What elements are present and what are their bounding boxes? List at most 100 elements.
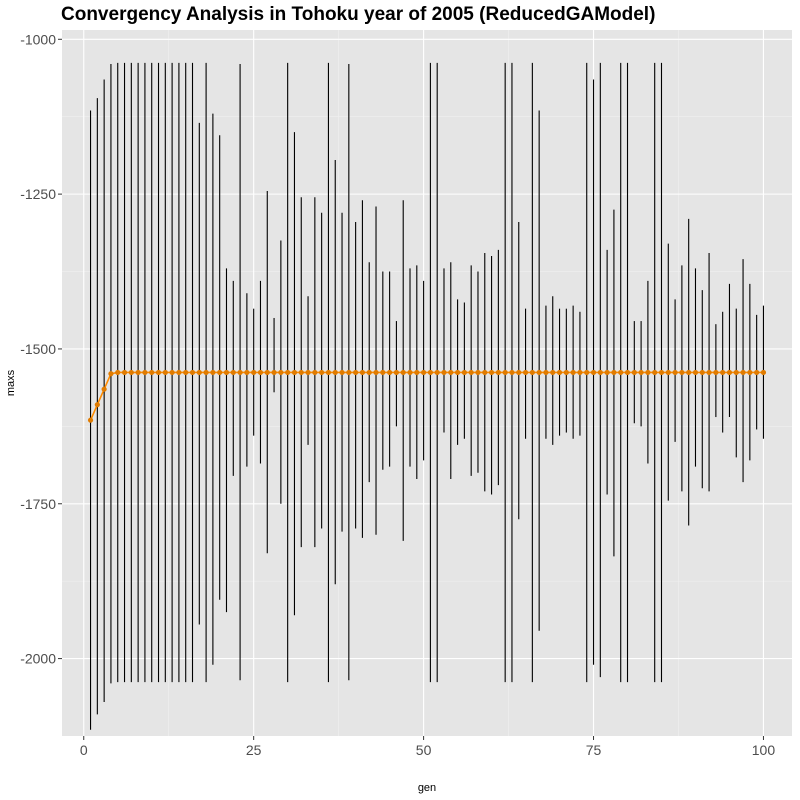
data-point [713,369,719,376]
data-point [475,369,481,376]
data-point [747,369,753,376]
data-point [264,369,270,376]
data-point [699,369,705,376]
data-point [516,369,522,376]
data-point [563,369,569,376]
data-point [407,369,413,376]
data-point [332,369,338,376]
data-point [149,369,155,376]
data-point [189,369,196,376]
data-point [87,417,94,423]
data-point [454,369,461,376]
data-point [631,369,637,376]
x-tick-label: 100 [752,742,776,758]
data-point [291,369,298,376]
data-point [305,369,311,376]
data-point [509,369,515,376]
data-point [434,369,440,376]
data-point [230,369,236,376]
y-tick-label: -1250 [20,186,56,202]
data-point [468,369,474,376]
data-point [285,369,291,376]
y-axis-label: maxs [5,369,17,396]
data-point [251,369,257,376]
y-tick-label: -1000 [20,31,56,47]
data-point [536,369,542,376]
data-point [298,369,304,376]
data-point [94,402,100,408]
data-point [652,369,658,376]
data-point [645,369,651,376]
data-point [495,369,501,376]
data-point [278,369,284,376]
data-point [121,369,128,376]
data-point [441,369,447,376]
data-point [217,369,223,376]
data-point [556,369,563,376]
data-point [760,369,767,376]
data-point [101,386,107,392]
data-point [108,371,114,377]
data-point [393,369,400,376]
data-point [550,369,556,376]
y-axis: -2000 -1750 -1500 -1250 -1000 [20,31,62,667]
x-axis: 0 25 50 75 100 [80,736,775,758]
data-point [604,369,610,376]
data-point [692,369,699,376]
data-point [597,369,603,376]
data-point [482,369,488,376]
data-point [196,369,202,376]
data-point [570,369,576,376]
data-point [726,369,733,376]
data-point [176,369,182,376]
data-point [339,369,345,376]
data-point [740,369,746,376]
data-point [624,369,631,376]
data-point [461,369,467,376]
data-point [590,369,597,376]
data-point [577,369,583,376]
data-point [271,369,277,376]
data-point [522,369,529,376]
data-point [754,369,760,376]
data-point [128,369,134,376]
series-line [89,371,764,421]
data-point [155,369,162,376]
data-point [414,369,420,376]
data-point [400,369,406,376]
line-layer [89,371,764,421]
data-point [325,369,332,376]
x-axis-label: gen [418,782,436,794]
y-tick-label: -2000 [20,651,56,667]
data-point [366,369,372,376]
data-point [543,369,549,376]
data-point [584,369,590,376]
data-point [319,369,325,376]
chart-title: Convergency Analysis in Tohoku year of 2… [61,4,655,25]
data-point [353,369,359,376]
data-point [142,369,148,376]
data-point [135,369,141,376]
data-point [638,369,644,376]
data-point [223,369,230,376]
data-point [359,369,366,376]
data-point [611,369,617,376]
data-point [502,369,508,376]
x-tick-label: 50 [416,742,432,758]
data-point [257,369,264,376]
data-point [720,369,726,376]
y-tick-label: -1500 [20,341,56,357]
data-point [421,369,427,376]
x-tick-label: 25 [246,742,262,758]
x-tick-label: 75 [586,742,602,758]
data-point [183,369,189,376]
data-point [733,369,739,376]
data-point [312,369,318,376]
data-point [210,369,216,376]
data-point [162,369,168,376]
data-point [169,369,175,376]
data-point [686,369,692,376]
data-point [448,369,454,376]
data-point [387,369,393,376]
